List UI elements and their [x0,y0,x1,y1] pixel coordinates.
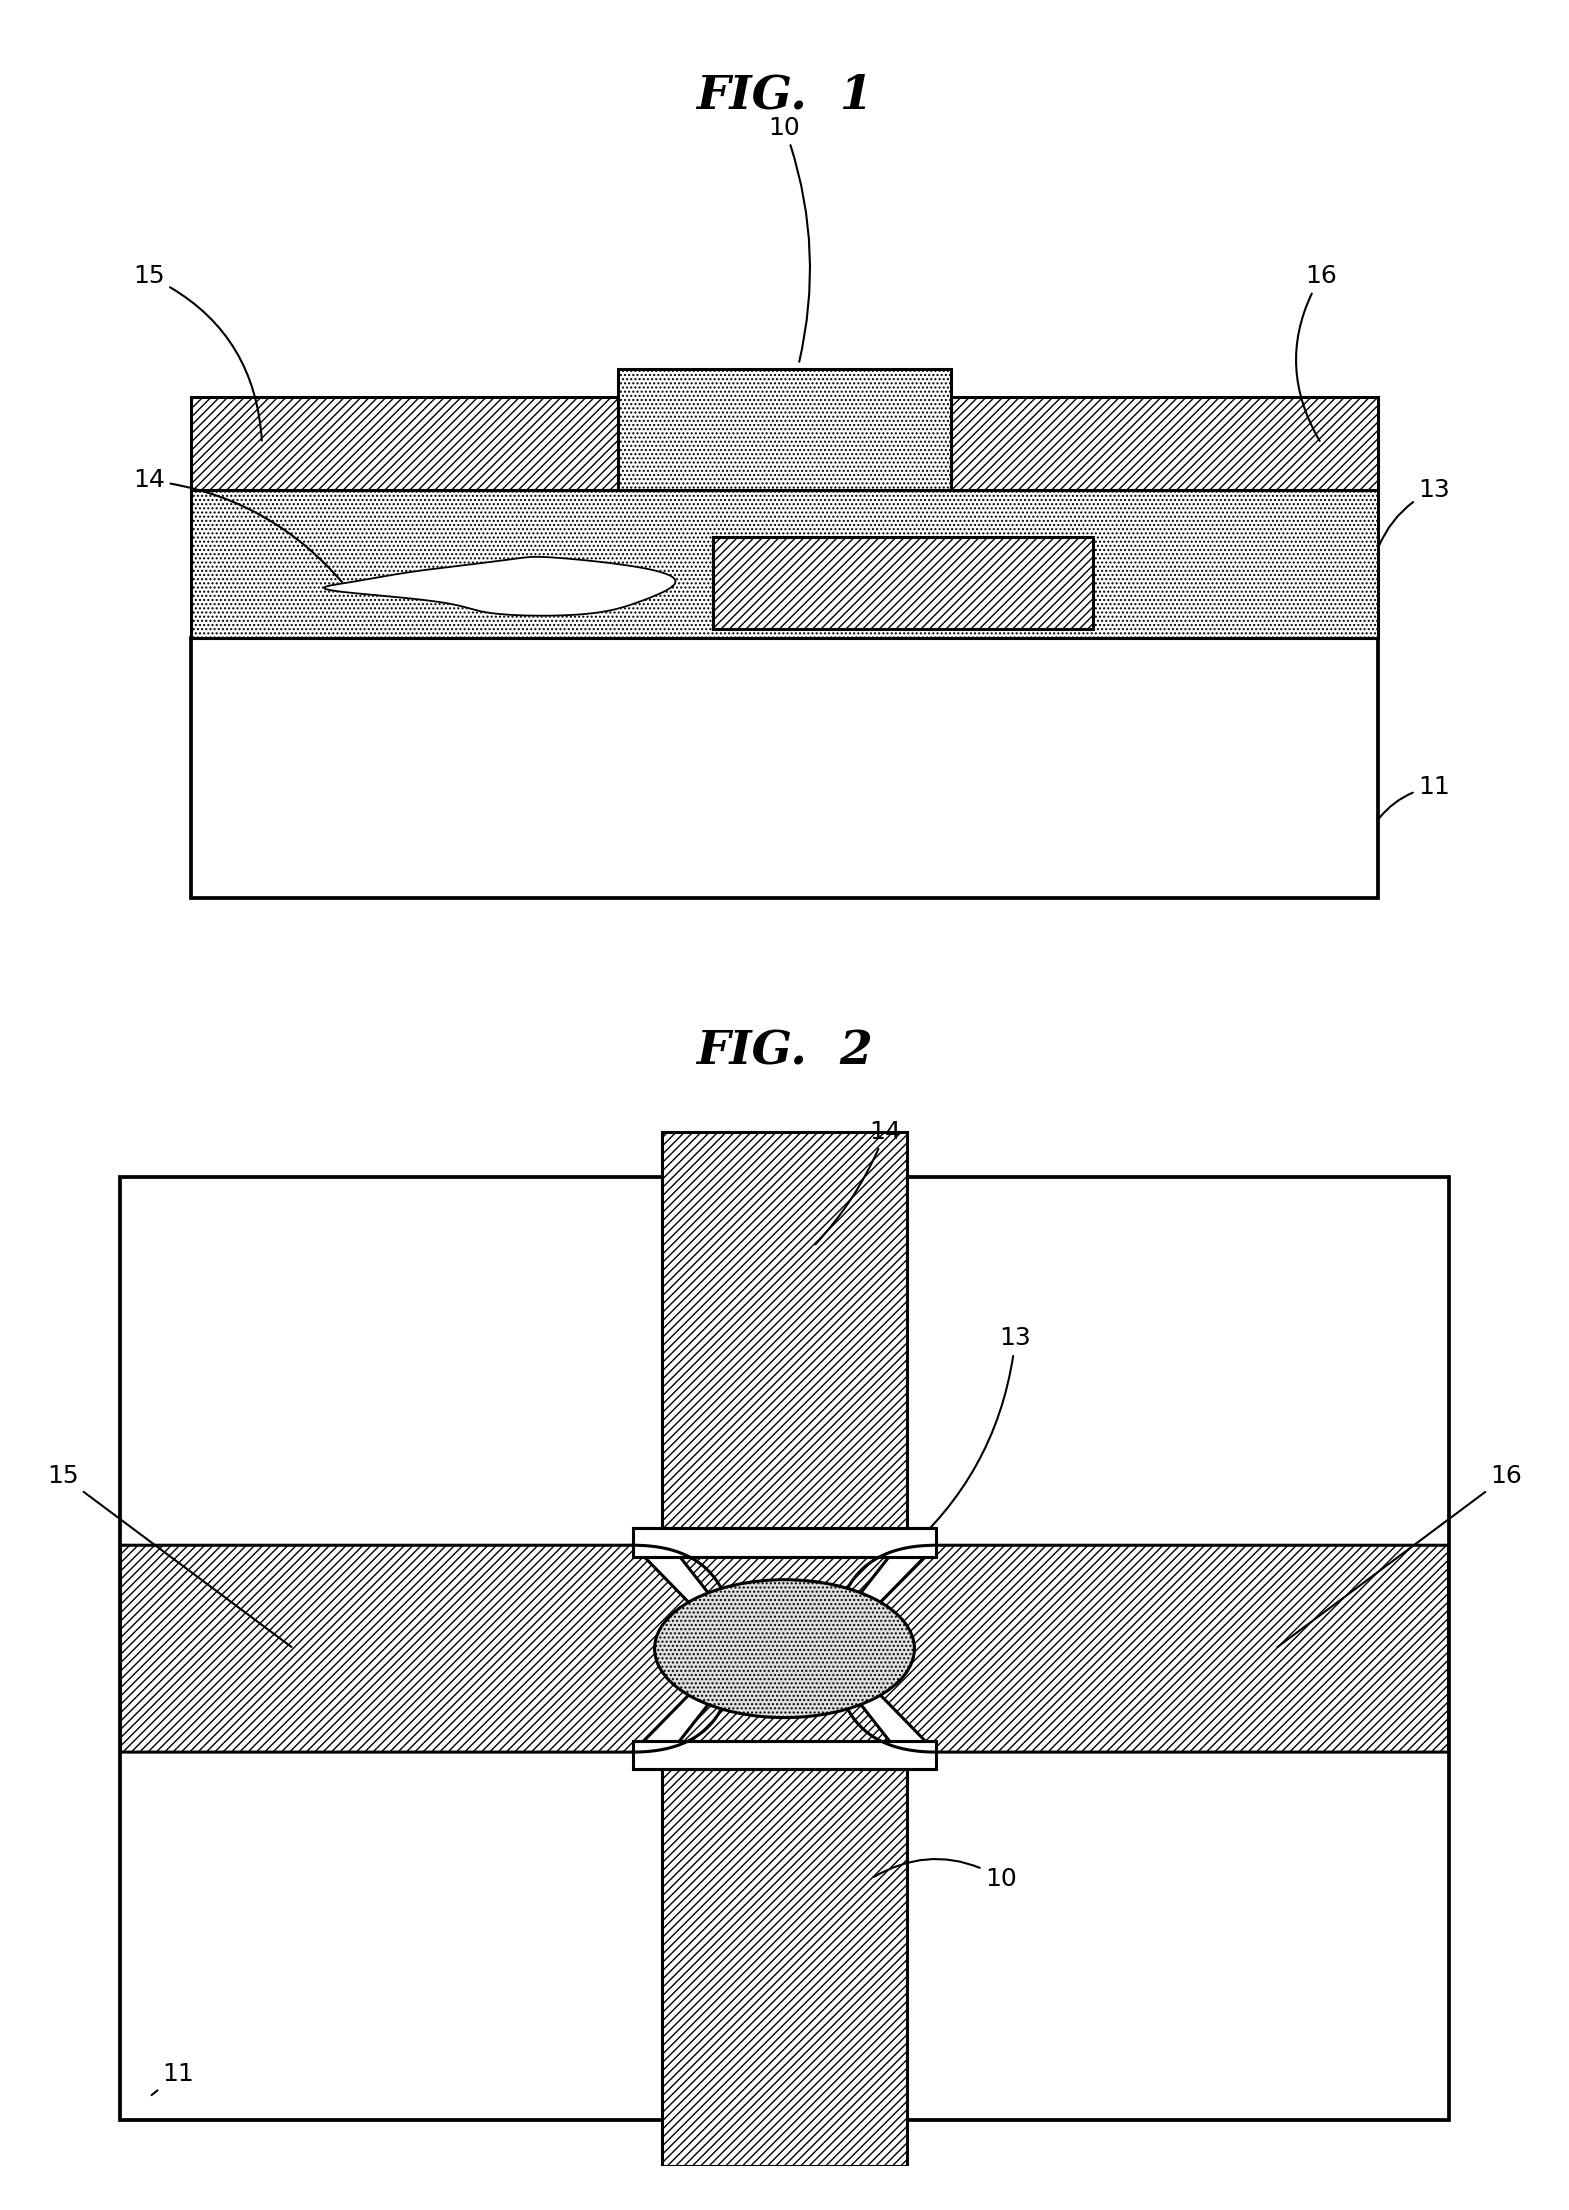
Text: 13: 13 [1379,477,1450,546]
Text: 15: 15 [47,1465,292,1646]
Text: 10: 10 [769,115,810,362]
Ellipse shape [654,1580,915,1717]
Text: 16: 16 [1296,265,1337,442]
Bar [191,639,1378,897]
Polygon shape [121,1545,734,1753]
Text: 14: 14 [133,469,344,583]
Bar [662,1764,907,2166]
Polygon shape [662,1534,907,1627]
Bar [632,1527,937,1556]
Text: 10: 10 [874,1859,1017,1890]
Bar [662,1132,907,1534]
Polygon shape [662,1671,907,1764]
Bar [121,1178,1448,2119]
Text: FIG.  1: FIG. 1 [697,73,872,117]
Text: FIG.  2: FIG. 2 [697,1028,872,1074]
Bar [191,491,1378,639]
Bar [632,1741,937,1770]
Bar [951,398,1378,491]
Bar [618,369,951,491]
Text: 11: 11 [1379,776,1450,818]
Text: 16: 16 [1277,1465,1522,1646]
Polygon shape [325,557,675,617]
Text: 11: 11 [152,2062,195,2095]
Text: 14: 14 [816,1120,902,1244]
Text: 15: 15 [133,265,262,440]
Polygon shape [835,1545,1448,1753]
Bar [714,537,1094,630]
Text: 13: 13 [902,1326,1031,1556]
Bar [191,398,618,491]
